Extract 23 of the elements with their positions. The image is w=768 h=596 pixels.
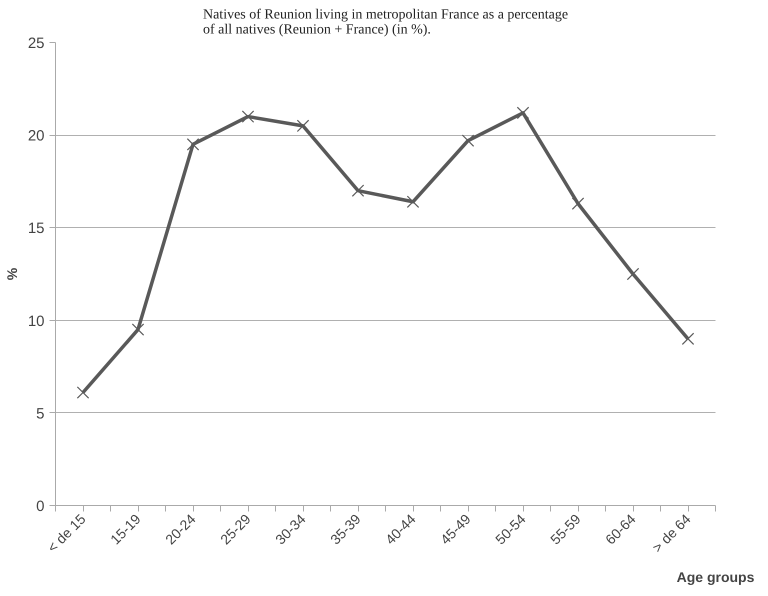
point	[242, 110, 254, 123]
point	[296, 120, 310, 132]
point	[682, 332, 694, 346]
chart-title: Natives of Reunion living in metropolitan France as a percentage of all natives (Reunion + France) (in %).	[202, 8, 568, 38]
point	[132, 323, 144, 336]
y-tick-label: 25	[28, 35, 45, 52]
point	[76, 386, 90, 399]
x-axis-title: Age groups	[676, 569, 755, 586]
x-tick-label: > de 64	[649, 510, 694, 556]
point	[626, 268, 640, 280]
point	[352, 184, 364, 197]
point	[406, 196, 420, 208]
y-tick-label: 5	[36, 405, 44, 422]
point	[516, 106, 530, 120]
y-tick-label: 15	[28, 220, 45, 238]
point	[186, 138, 200, 151]
y-tick-label: 20	[28, 128, 45, 145]
y-axis-title: %	[4, 267, 20, 280]
point	[462, 134, 474, 147]
point	[572, 197, 584, 210]
x-tick-label: < de 15	[44, 510, 89, 556]
y-tick-label: 10	[28, 312, 45, 330]
y-tick-label: 0	[36, 498, 44, 515]
